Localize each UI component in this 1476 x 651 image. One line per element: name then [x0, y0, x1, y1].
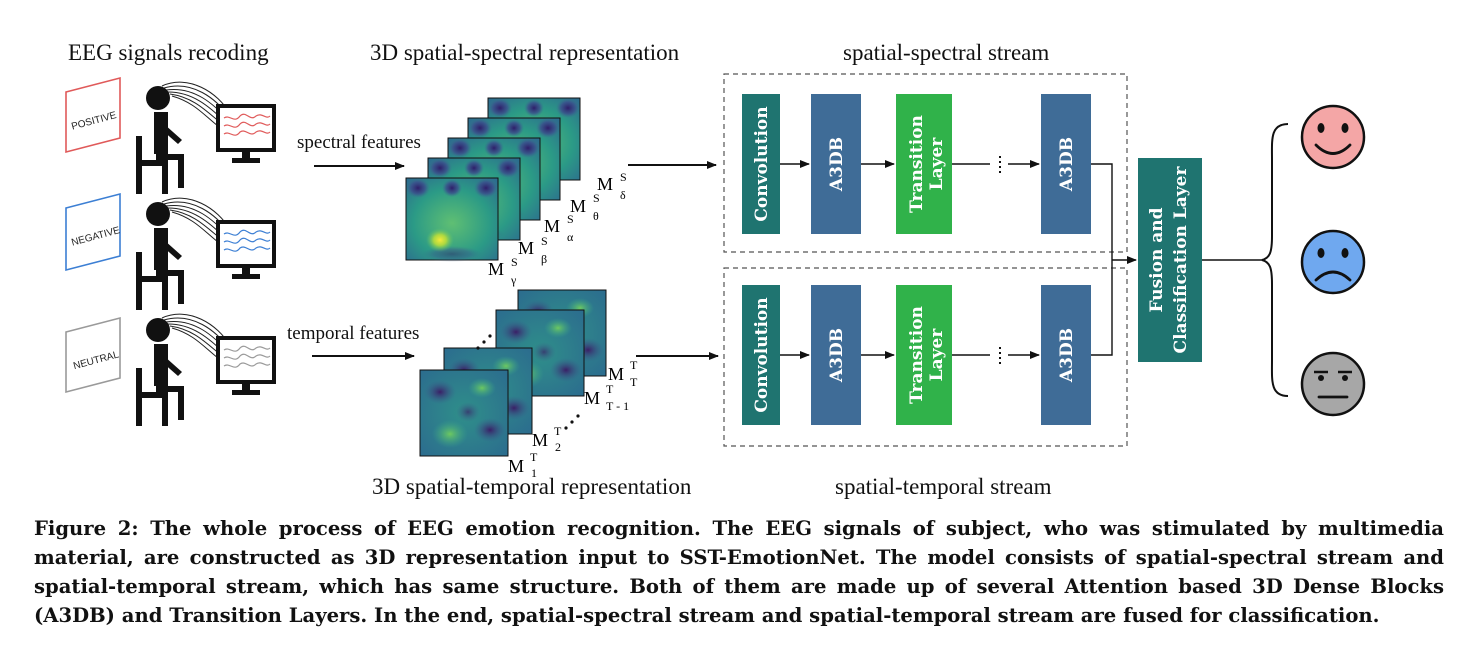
- fusion-classification-block: [1138, 158, 1202, 362]
- stimulus-positive: POSITIVE: [65, 76, 121, 154]
- svg-text:γ: γ: [510, 273, 517, 287]
- svg-text:M: M: [584, 388, 600, 408]
- svg-text:S: S: [511, 255, 518, 269]
- header-spatial-spectral-stream: spatial-spectral stream: [843, 40, 1050, 65]
- header-spatial-temporal-representation: 3D spatial-temporal representation: [372, 474, 692, 499]
- temporal-stream-box: [723, 267, 1128, 447]
- spectral-label-alpha: M S α: [544, 212, 574, 244]
- spectral-map-stack: [405, 97, 581, 263]
- temporal-a3db-label-1: A3DB: [827, 328, 847, 383]
- spectral-features-label: spectral features: [297, 132, 421, 153]
- caption-line-3: spatial-temporal stream, which has same …: [34, 575, 1444, 598]
- fusion-label-1: Fusion and: [1147, 207, 1167, 312]
- happy-face-icon: [1300, 104, 1366, 170]
- svg-text:T: T: [606, 382, 614, 396]
- temporal-stream-blocks: Convolution A3DB Transition Layer A3DB: [742, 285, 1091, 425]
- caption-line-1: Figure 2: The whole process of EEG emoti…: [34, 517, 1444, 540]
- temporal-label-ellipsis: [564, 414, 580, 430]
- spectral-convolution-label: Convolution: [752, 106, 772, 221]
- spectral-a3db-block-2: [1041, 94, 1091, 234]
- svg-text:T - 1: T - 1: [606, 399, 629, 413]
- caption-line-2: material, are constructed as 3D represen…: [34, 546, 1444, 569]
- svg-text:M: M: [532, 430, 548, 450]
- header-spatial-spectral-representation: 3D spatial-spectral representation: [370, 40, 680, 65]
- subject-negative: [136, 197, 276, 310]
- fusion-connectors: [1091, 163, 1137, 356]
- temporal-label-T: M T T: [608, 358, 638, 389]
- temporal-transition-block: [896, 285, 952, 425]
- temporal-map-stack: [419, 289, 607, 457]
- spectral-label-beta: M S β: [518, 234, 548, 266]
- spectral-a3db-label-2: A3DB: [1057, 137, 1077, 192]
- spectral-stream-blocks: Convolution A3DB Transition Layer A3DB: [742, 94, 1091, 234]
- spectral-map-labels: M S γ M S β M S α M S θ M S δ: [488, 170, 627, 287]
- svg-text:S: S: [593, 191, 600, 205]
- svg-text:S: S: [541, 234, 548, 248]
- spectral-a3db-label-1: A3DB: [827, 137, 847, 192]
- temporal-features-label: temporal features: [287, 323, 420, 344]
- temporal-label-1: M T 1: [508, 450, 538, 480]
- svg-text:2: 2: [555, 440, 561, 454]
- spectral-label-gamma: M S γ: [488, 255, 518, 287]
- neutral-face-icon: [1300, 351, 1366, 417]
- spectral-transition-block: [896, 94, 952, 234]
- figure-caption: Figure 2: The whole process of EEG emoti…: [34, 514, 1444, 630]
- spectral-convolution-block: [742, 94, 780, 234]
- svg-text:T: T: [630, 358, 638, 372]
- temporal-convolution-label: Convolution: [752, 297, 772, 412]
- temporal-transition-label-1: Transition: [907, 306, 927, 404]
- temporal-transition-label-2: Layer: [927, 328, 947, 382]
- fusion-label-2: Classification Layer: [1171, 166, 1191, 354]
- spectral-map-gamma: [405, 177, 499, 263]
- temporal-map-labels: M T 1 M T 2 M T T - 1 M T T: [508, 358, 638, 480]
- temporal-a3db-block-2: [1041, 285, 1091, 425]
- svg-text:M: M: [518, 238, 534, 258]
- svg-text:M: M: [597, 174, 613, 194]
- spectral-transition-label-1: Transition: [907, 115, 927, 213]
- svg-text:M: M: [488, 259, 504, 279]
- spectral-label-delta: M S δ: [597, 170, 627, 202]
- caption-line-4: (A3DB) and Transition Layers. In the end…: [34, 604, 1380, 627]
- subject-positive: [136, 81, 276, 194]
- spectral-stream-box: [723, 73, 1128, 253]
- temporal-label-2: M T 2: [532, 424, 562, 454]
- svg-text:1: 1: [531, 466, 537, 480]
- svg-text:δ: δ: [620, 188, 626, 202]
- subject-neutral: [136, 313, 276, 426]
- spectral-transition-label-2: Layer: [927, 137, 947, 191]
- temporal-label-T-1: M T T - 1: [584, 382, 629, 413]
- svg-text:β: β: [541, 252, 547, 266]
- stimulus-negative: NEGATIVE: [65, 192, 122, 272]
- svg-text:S: S: [567, 212, 574, 226]
- header-spatial-temporal-stream: spatial-temporal stream: [835, 474, 1052, 499]
- temporal-a3db-label-2: A3DB: [1057, 328, 1077, 383]
- svg-text:T: T: [630, 375, 638, 389]
- svg-text:α: α: [567, 230, 574, 244]
- temporal-map-1: [419, 369, 509, 457]
- eeg-pipeline-diagram: POSITIVE NEGATIVE NEUTRAL: [65, 73, 1366, 480]
- header-eeg-recording: EEG signals recoding: [68, 40, 269, 65]
- svg-text:M: M: [608, 364, 624, 384]
- temporal-convolution-block: [742, 285, 780, 425]
- temporal-a3db-block-1: [811, 285, 861, 425]
- spectral-a3db-block-1: [811, 94, 861, 234]
- svg-text:θ: θ: [593, 209, 599, 223]
- svg-text:M: M: [544, 216, 560, 236]
- svg-text:M: M: [508, 456, 524, 476]
- sad-face-icon: [1300, 229, 1366, 295]
- output-brace: [1261, 123, 1289, 397]
- spectral-label-theta: M S θ: [570, 191, 600, 223]
- svg-text:M: M: [570, 196, 586, 216]
- svg-text:T: T: [554, 424, 562, 438]
- svg-text:T: T: [530, 450, 538, 464]
- svg-text:S: S: [620, 170, 627, 184]
- stimulus-neutral: NEUTRAL: [65, 316, 121, 394]
- temporal-stack-ellipsis: [476, 334, 492, 350]
